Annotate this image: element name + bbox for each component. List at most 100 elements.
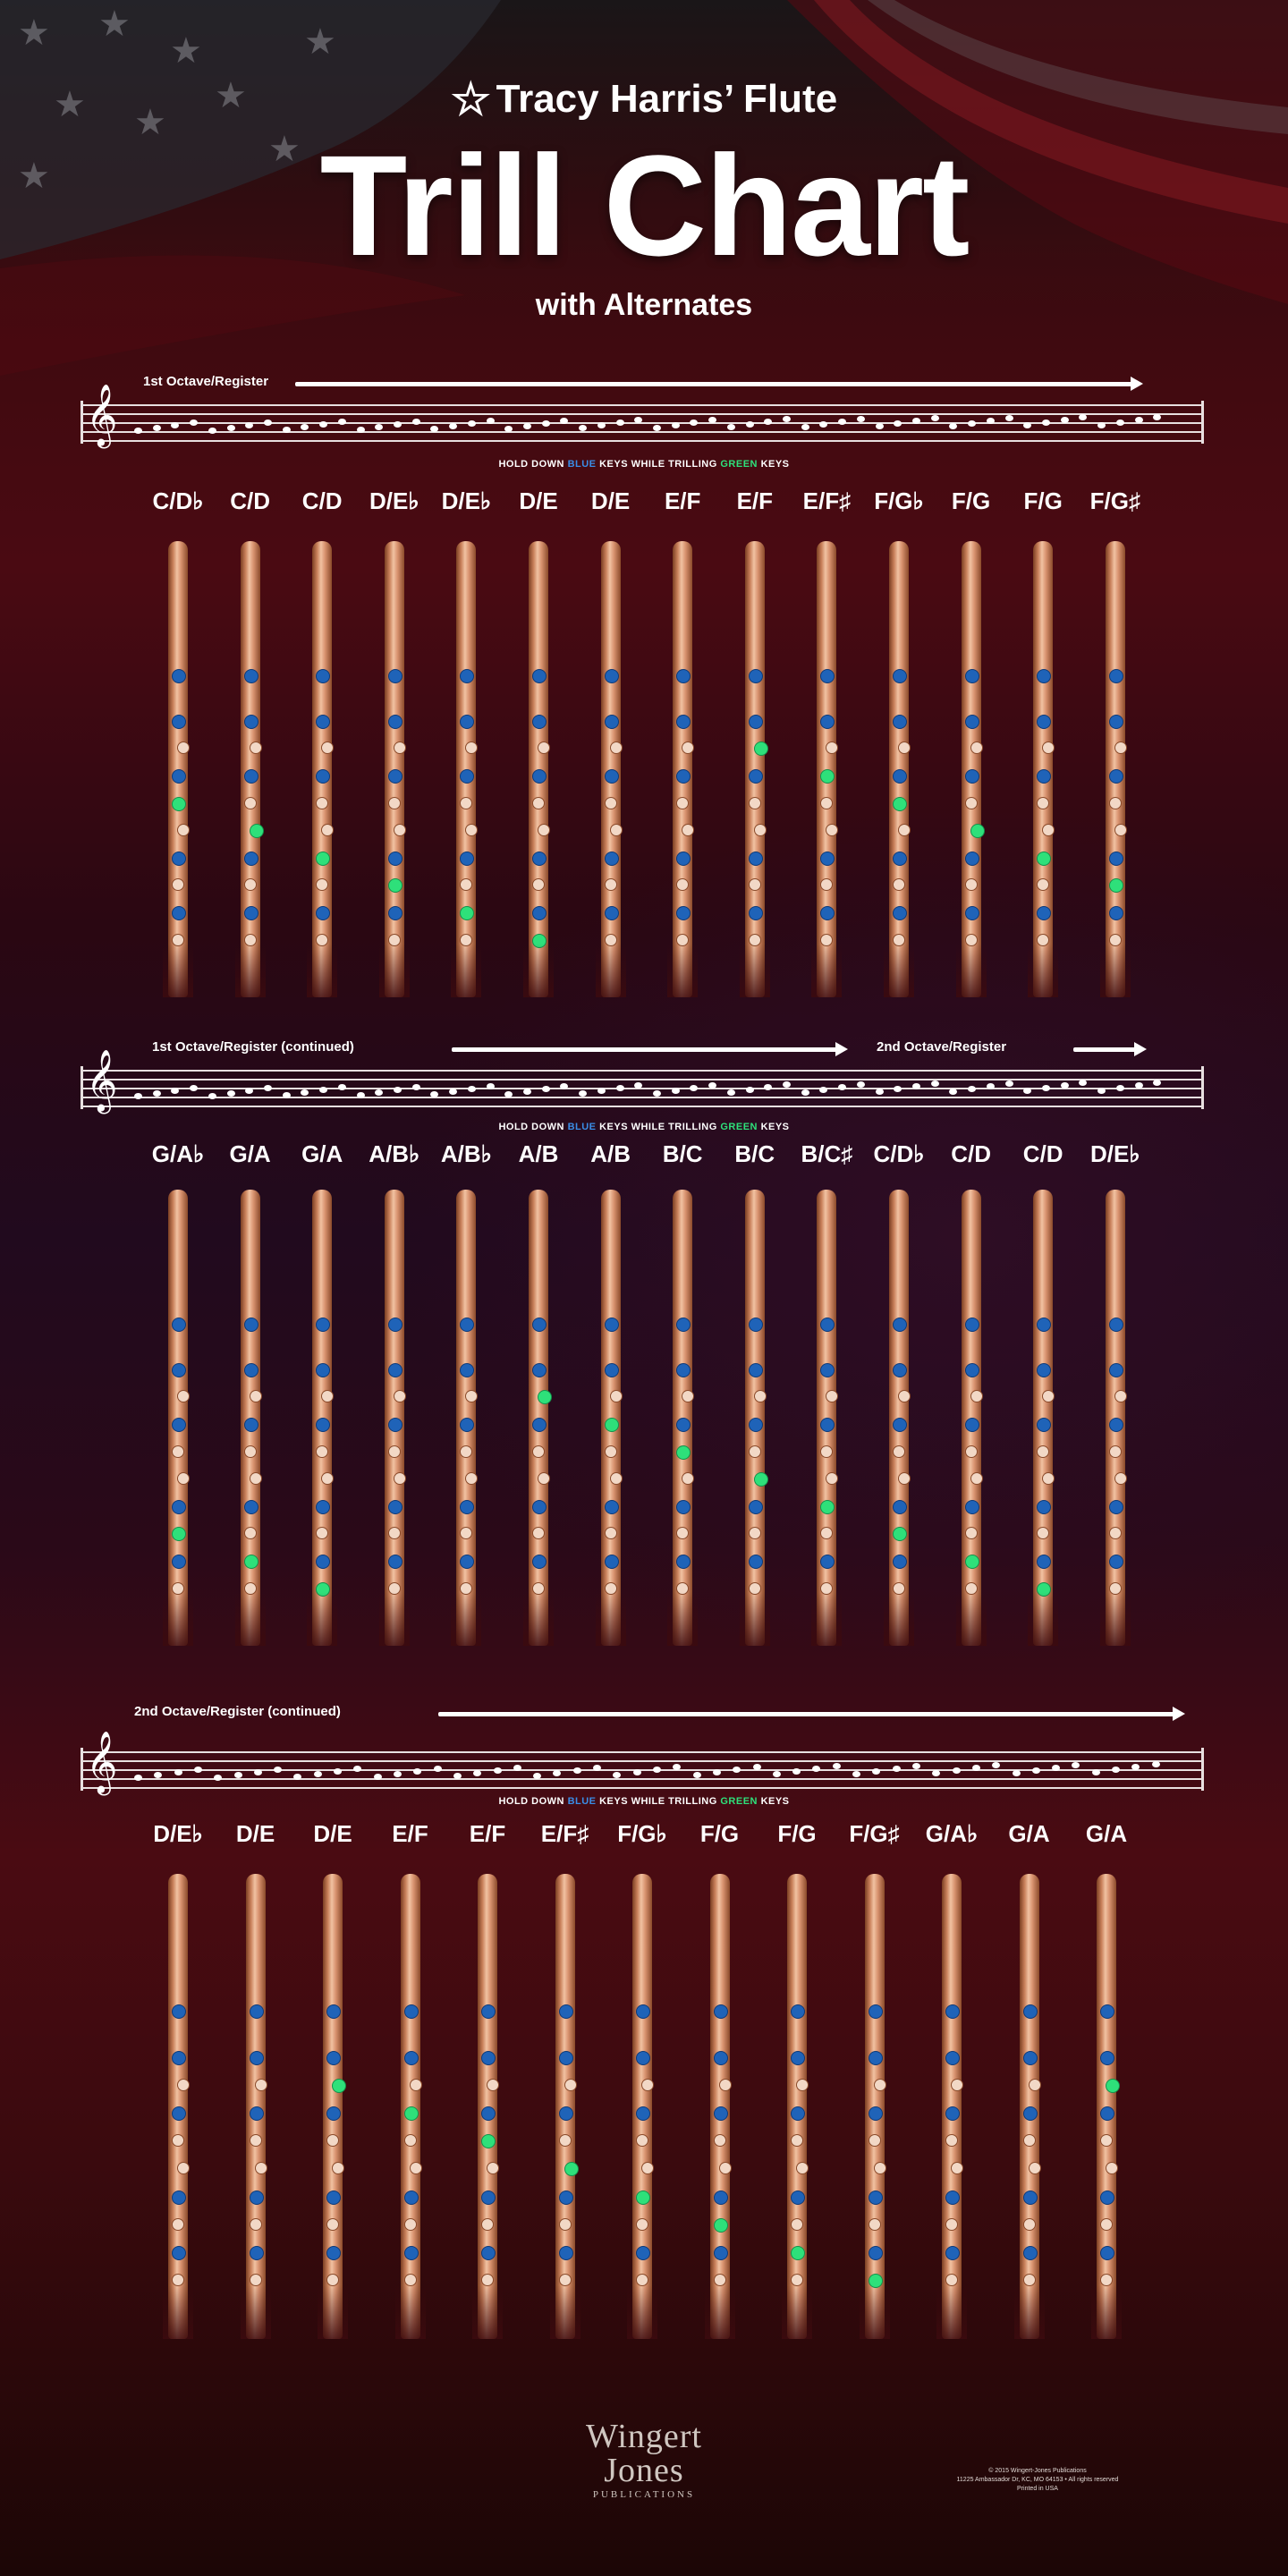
blue-key [868,2246,883,2260]
flute-key [558,2134,572,2148]
flute-fade [1099,1592,1131,1646]
music-note [1052,1765,1061,1771]
staff-line [80,1751,1204,1753]
music-note [245,422,254,428]
flute-key [1037,1527,1050,1540]
flute-fingering-diagram [739,541,770,997]
blue-key [893,1555,907,1569]
music-note [1112,1767,1121,1773]
copyright-line-3: Printed in USA [1017,2486,1058,2492]
blue-key [316,1418,331,1432]
blue-key [172,1362,186,1377]
staff-barline [1201,1748,1204,1791]
blue-key [1108,1418,1123,1432]
blue-key [791,2106,805,2121]
music-note [334,1768,343,1775]
flute-fingering-diagram [1099,541,1131,997]
flute-key [826,1390,839,1403]
logo-line-2: Jones [604,2452,684,2489]
flute-key [172,1445,184,1458]
register-arrow [452,1042,848,1056]
flute-fade [1028,944,1059,997]
green-key [676,1445,691,1460]
flute-key [538,1472,550,1486]
music-note [671,1088,680,1094]
instruction-middle: KEYS WHILE TRILLING [599,1796,717,1807]
blue-key [604,851,619,866]
flute-key [820,1527,834,1540]
flute-fade [884,944,914,997]
music-note [875,423,884,429]
instruction-suffix: KEYS [760,1122,790,1132]
blue-key [676,906,691,920]
green-key [332,2078,346,2093]
blue-key [1108,714,1123,729]
music-note [745,1087,754,1093]
music-note [930,1080,939,1087]
trill-label: D/E♭ [369,487,419,514]
blue-key [532,906,547,920]
staff-line [80,1787,1204,1789]
blue-key [316,769,331,784]
instruction-blue-word: BLUE [567,1122,597,1132]
flute-fingering-diagram [451,1190,482,1646]
flute-key [387,1445,401,1458]
flute-fingering-diagram [739,1190,770,1646]
flute-key [1108,1445,1122,1458]
flute-fade [739,1592,770,1646]
blue-key [326,2190,341,2205]
flute-key [898,1390,911,1403]
green-key [249,824,264,839]
trill-label: F/G [1023,487,1063,514]
flute-fade [523,1592,554,1646]
blue-key [387,1418,402,1432]
music-note [653,425,661,431]
flute-key [1108,1527,1122,1540]
music-note [1079,414,1088,420]
blue-key [964,769,979,784]
music-note [783,1081,791,1088]
music-note [952,1767,961,1774]
music-note [430,426,439,432]
music-note [274,1767,283,1773]
green-key [753,1472,768,1487]
blue-key [748,1499,763,1514]
green-key [243,1555,258,1569]
blue-key [676,1499,691,1514]
blue-key [868,2190,883,2205]
blue-key [403,2246,419,2260]
blue-key [820,1418,835,1432]
flute-key [465,741,479,755]
flute-fade [627,2285,657,2339]
trill-label: F/G♯ [1089,487,1140,514]
music-note [1079,1080,1088,1086]
flute-key [243,796,257,809]
blue-key [1108,851,1123,866]
music-note [838,1084,847,1090]
blue-key [893,906,907,920]
flute-fingering-diagram [549,1874,580,2339]
music-note [233,1772,242,1778]
flute-key [898,1472,911,1486]
flute-fingering-diagram [318,1874,348,2339]
music-note [872,1768,881,1775]
music-note [783,416,791,422]
music-note [214,1775,223,1781]
flute-fade [163,2285,193,2339]
trill-label: A/B [518,1140,559,1167]
flute-key [393,1472,406,1486]
music-note [356,1092,365,1098]
flute-key [254,2162,267,2175]
blue-key [820,668,835,683]
flute-key [460,1527,473,1540]
hold-keys-instruction: HOLD DOWN BLUE KEYS WHILE TRILLING GREEN… [0,1122,1288,1132]
register-arrow [1073,1042,1147,1056]
flute-key [636,2217,648,2231]
trill-label: A/B [590,1140,631,1167]
flute-key [316,878,329,892]
instruction-green-word: GREEN [720,459,758,470]
trill-label: D/E [590,487,631,514]
music-note [949,1089,958,1095]
flute-key [604,878,617,892]
blue-key [1100,2106,1114,2121]
